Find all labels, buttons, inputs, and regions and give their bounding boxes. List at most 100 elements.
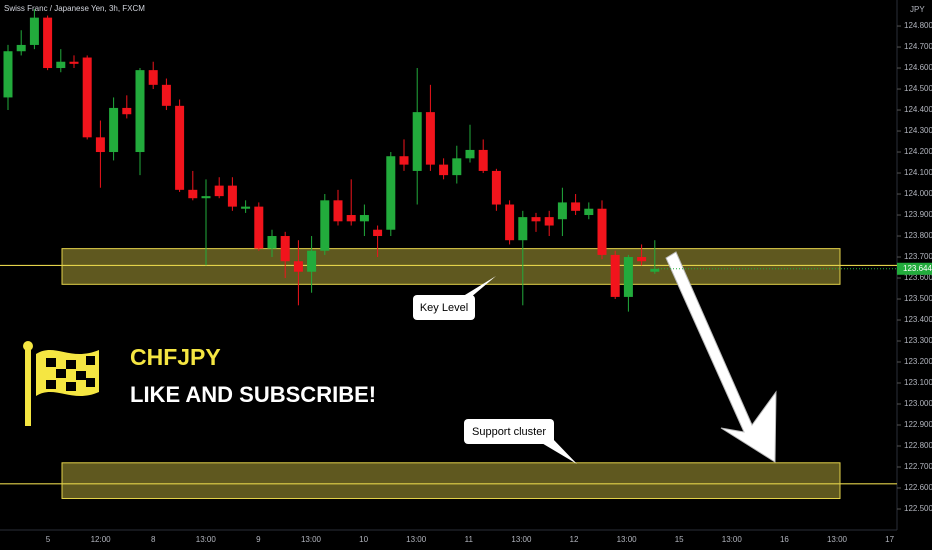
- callout-text: Key Level: [420, 302, 468, 314]
- candle-body: [29, 17, 39, 45]
- y-tick-label: 124.100: [904, 168, 932, 177]
- candle-body: [320, 200, 330, 251]
- zones: [0, 248, 897, 500]
- candle-body: [43, 17, 53, 69]
- callout-box: [464, 419, 554, 444]
- candle-body: [478, 149, 488, 171]
- candle-body: [307, 250, 317, 272]
- y-tick-label: 122.900: [904, 420, 932, 429]
- candle-body: [465, 149, 475, 159]
- y-unit: JPY: [910, 5, 925, 14]
- x-tick-label: 10: [359, 535, 368, 544]
- symbol-heading: CHFJPY: [130, 344, 221, 370]
- y-tick-label: 124.400: [904, 105, 932, 114]
- x-tick-label: 15: [675, 535, 684, 544]
- x-tick-label: 13:00: [722, 535, 743, 544]
- zone: [61, 462, 841, 500]
- y-tick-label: 124.500: [904, 84, 932, 93]
- y-tick-label: 124.600: [904, 63, 932, 72]
- callout-pointer: [540, 438, 577, 464]
- candle-body: [135, 70, 145, 153]
- x-tick-label: 13:00: [301, 535, 322, 544]
- candle-body: [346, 215, 356, 222]
- y-tick-label: 123.300: [904, 336, 932, 345]
- chart-title: Swiss Franc / Japanese Yen, 3h, FXCM: [4, 4, 145, 13]
- candle-body: [531, 217, 541, 222]
- candle-body: [69, 61, 79, 64]
- y-tick-label: 123.700: [904, 252, 932, 261]
- x-tick-label: 12: [570, 535, 579, 544]
- y-tick-label: 123.500: [904, 294, 932, 303]
- x-tick-label: 13:00: [196, 535, 217, 544]
- x-tick-label: 9: [256, 535, 261, 544]
- candle-body: [122, 107, 132, 115]
- candle-body: [161, 84, 171, 106]
- last-price-tag: [897, 262, 932, 275]
- candle-body: [610, 254, 620, 297]
- x-tick-label: 8: [151, 535, 156, 544]
- candle-body: [597, 208, 607, 255]
- y-tick-label: 123.400: [904, 315, 932, 324]
- candle-body: [399, 156, 409, 165]
- y-tick-label: 124.200: [904, 147, 932, 156]
- candle-body: [505, 204, 515, 241]
- y-tick-label: 124.800: [904, 21, 932, 30]
- candle-body: [254, 206, 264, 249]
- x-tick-label: 11: [465, 535, 474, 544]
- y-tick-label: 123.800: [904, 231, 932, 240]
- x-tick-label: 12:00: [91, 535, 112, 544]
- candle-body: [439, 164, 449, 176]
- x-tick-label: 5: [46, 535, 51, 544]
- x-tick-label: 16: [780, 535, 789, 544]
- candle-body: [56, 61, 66, 69]
- candle-body: [650, 268, 660, 272]
- y-tick-label: 124.300: [904, 126, 932, 135]
- candle-body: [95, 137, 105, 153]
- y-tick-label: 123.600: [904, 273, 932, 282]
- candle-body: [82, 57, 92, 138]
- candle-body: [293, 261, 303, 272]
- callout-text: Support cluster: [472, 426, 546, 438]
- candle-body: [267, 236, 277, 249]
- candle-body: [373, 229, 383, 237]
- candle-body: [109, 107, 119, 153]
- y-tick-label: 124.700: [904, 42, 932, 51]
- y-tick-label: 123.200: [904, 357, 932, 366]
- candle-body: [175, 105, 185, 190]
- candles: [3, 9, 660, 312]
- x-tick-label: 13:00: [827, 535, 848, 544]
- candle-body: [386, 156, 396, 230]
- x-tick-label: 13:00: [617, 535, 638, 544]
- flag-icon: [23, 341, 99, 426]
- projection-arrow: [665, 251, 777, 463]
- callout-pointer: [460, 276, 496, 298]
- candle-body: [16, 44, 26, 52]
- candle-body: [188, 189, 198, 199]
- candle-body: [557, 202, 567, 220]
- candle-body: [280, 236, 290, 262]
- candle-body: [227, 185, 237, 207]
- y-tick-label: 122.500: [904, 504, 932, 513]
- candle-body: [3, 51, 13, 98]
- candle-body: [518, 217, 528, 241]
- y-tick-label: 124.000: [904, 189, 932, 198]
- y-tick-label: 122.800: [904, 441, 932, 450]
- zone: [61, 248, 841, 285]
- y-tick-label: 123.100: [904, 378, 932, 387]
- x-tick-label: 13:00: [511, 535, 532, 544]
- y-tick-label: 122.600: [904, 483, 932, 492]
- candle-body: [214, 185, 224, 197]
- cta-heading: LIKE AND SUBSCRIBE!: [130, 382, 376, 407]
- candle-body: [148, 70, 158, 85]
- candle-body: [425, 112, 435, 165]
- candle-body: [241, 206, 251, 209]
- candle-body: [359, 215, 369, 222]
- callout-box: [413, 295, 475, 320]
- candle-body: [452, 158, 462, 176]
- y-tick-label: 122.700: [904, 462, 932, 471]
- last-price-label: 123.644: [903, 264, 932, 273]
- candle-body: [637, 257, 647, 262]
- y-tick-label: 123.900: [904, 210, 932, 219]
